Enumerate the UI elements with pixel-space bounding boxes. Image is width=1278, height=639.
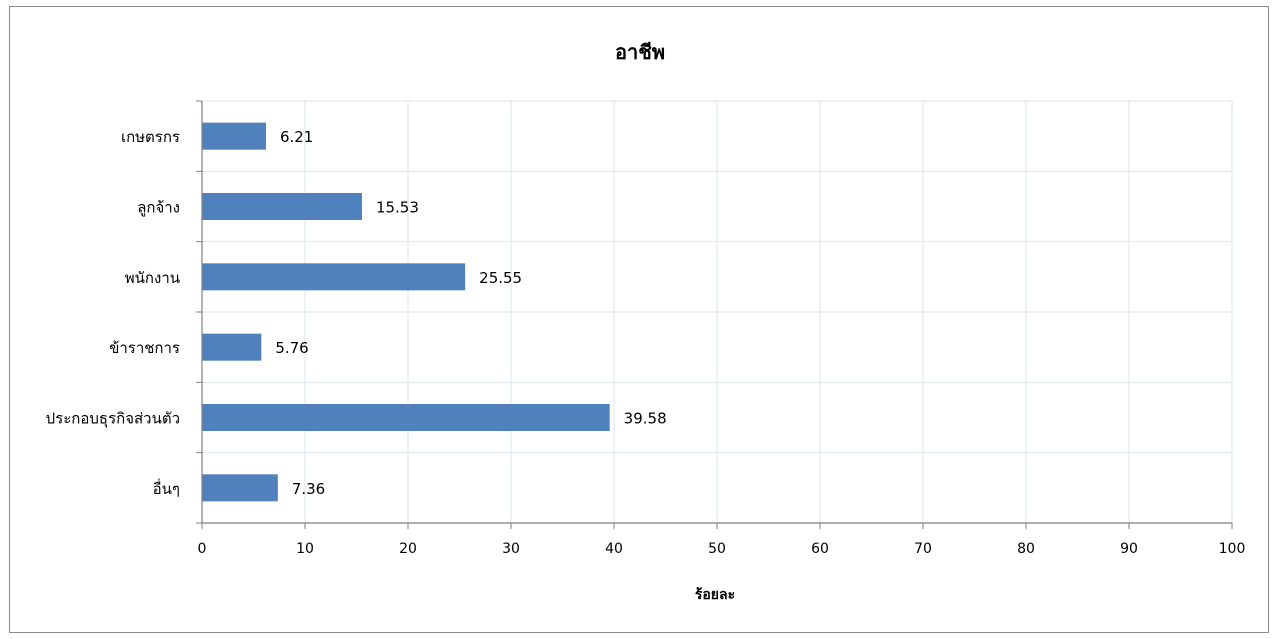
data-label: 5.76	[275, 339, 308, 357]
x-tick-label: 60	[811, 541, 829, 557]
category-label: ลูกจ้าง	[137, 199, 180, 217]
bar	[202, 474, 278, 502]
category-label: พนักงาน	[125, 269, 180, 287]
x-tick-label: 0	[198, 541, 207, 557]
x-tick-label: 10	[296, 541, 314, 557]
bar	[202, 333, 262, 361]
bar	[202, 404, 610, 431]
chart-frame: อาชีพ 6.21 15.53 25.55 5.76 39.58 7.36 0 10 20 3…	[9, 6, 1269, 633]
axis-layer: 0 10 20 30 40 50 60 70 80 90 100 เกษตรกรลูกจ้างพนัก…	[46, 100, 1246, 557]
x-tick-label: 30	[502, 541, 520, 557]
x-axis-label: ร้อยละ	[695, 587, 735, 603]
x-tick-label: 40	[605, 541, 623, 557]
grid-layer	[202, 100, 1233, 523]
chart-title: อาชีพ	[615, 40, 665, 64]
bar	[202, 263, 466, 291]
x-tick-label: 90	[1120, 541, 1138, 557]
x-tick-label: 80	[1017, 541, 1035, 557]
data-label: 15.53	[376, 199, 419, 217]
data-label: 6.21	[280, 128, 313, 146]
x-tick-label: 50	[708, 541, 726, 557]
bar-chart: อาชีพ 6.21 15.53 25.55 5.76 39.58 7.36 0 10 20 3…	[46, 40, 1246, 603]
category-label: เกษตรกร	[121, 128, 180, 146]
bar	[202, 122, 266, 150]
x-tick-label: 100	[1219, 541, 1246, 557]
category-label: อื่นๆ	[153, 478, 180, 498]
x-tick-label: 70	[914, 541, 932, 557]
category-label: ข้าราชการ	[109, 339, 180, 357]
data-label: 39.58	[624, 410, 667, 428]
x-tick-label: 20	[399, 541, 417, 557]
bar	[202, 193, 362, 220]
bars-layer: 6.21 15.53 25.55 5.76 39.58 7.36	[202, 122, 667, 502]
data-label: 7.36	[292, 480, 325, 498]
category-label: ประกอบธุรกิจส่วนตัว	[46, 410, 180, 429]
data-label: 25.55	[479, 269, 522, 287]
